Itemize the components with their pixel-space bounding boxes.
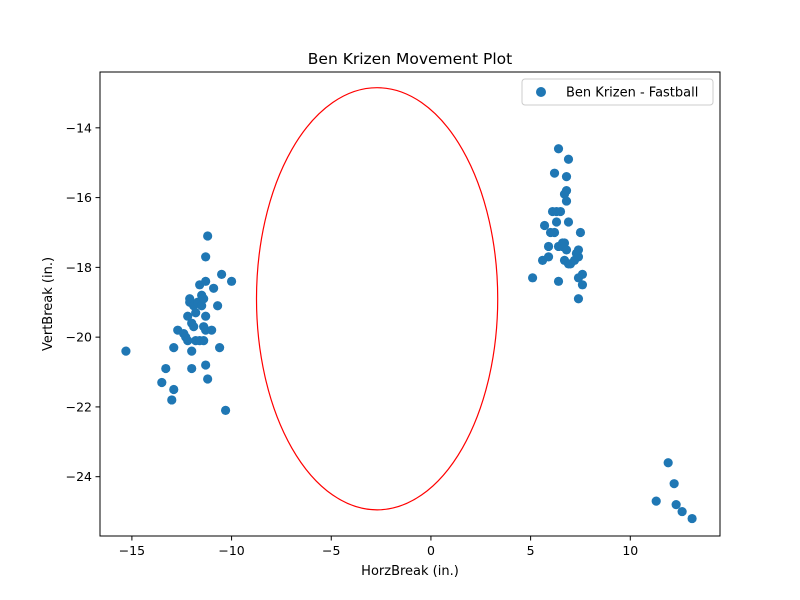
data-point — [577, 269, 588, 279]
data-point — [201, 276, 211, 286]
data-point — [189, 322, 199, 332]
y-axis: −24 −22 −20 −18 −16 −14 — [66, 120, 100, 484]
data-point — [671, 500, 681, 510]
ellipse — [255, 87, 499, 511]
data-point — [577, 280, 588, 290]
data-point — [226, 276, 237, 286]
data-point — [199, 336, 209, 346]
legend-box — [521, 78, 714, 106]
data-point — [651, 496, 661, 506]
data-point — [549, 227, 560, 238]
data-point — [561, 245, 572, 255]
data-point — [169, 384, 179, 395]
data-point — [561, 196, 572, 206]
x-tick-label: −15 — [119, 543, 145, 558]
plot-frame — [99, 71, 721, 537]
data-point — [187, 363, 197, 374]
legend-marker — [536, 87, 546, 97]
x-tick-label: −5 — [322, 543, 340, 558]
y-axis-label: VertBreak (in.) — [41, 257, 56, 351]
data-point — [187, 346, 197, 356]
y-tick-label: −24 — [66, 469, 92, 484]
data-point — [528, 273, 538, 283]
x-tick-label: 10 — [622, 543, 638, 558]
data-point — [201, 360, 211, 370]
chart-title: Ben Krizen Movement Plot — [308, 50, 512, 68]
plot-area — [99, 71, 721, 537]
data-point — [549, 168, 560, 178]
legend: Ben Krizen - Fastball — [521, 78, 714, 106]
data-point — [157, 377, 167, 388]
data-point — [551, 217, 562, 227]
data-point — [203, 231, 213, 241]
data-point — [207, 325, 217, 335]
data-point — [539, 220, 550, 231]
x-axis-label: HorzBreak (in.) — [361, 564, 459, 579]
data-point — [543, 252, 554, 262]
y-tick-label: −14 — [66, 120, 92, 135]
data-point — [215, 343, 225, 353]
data-point — [185, 294, 195, 304]
data-point — [669, 479, 679, 489]
y-tick-label: −22 — [66, 399, 92, 414]
x-tick-label: 0 — [427, 543, 435, 558]
data-point — [199, 294, 209, 304]
legend-label: Ben Krizen - Fastball — [566, 86, 698, 101]
data-point — [167, 395, 177, 405]
data-point — [561, 172, 572, 182]
y-tick-label: −16 — [66, 190, 92, 205]
data-point — [573, 245, 584, 255]
data-point — [663, 458, 673, 468]
data-point — [121, 346, 131, 356]
data-point — [169, 343, 179, 353]
data-point — [677, 506, 687, 517]
data-point — [161, 363, 171, 374]
y-tick-label: −20 — [66, 330, 92, 345]
data-point — [183, 311, 193, 321]
data-point — [563, 154, 574, 164]
data-point — [209, 283, 219, 293]
data-point — [201, 311, 211, 321]
ellipse-layer — [255, 87, 499, 511]
data-point — [575, 227, 586, 238]
data-point — [197, 301, 207, 311]
data-point — [573, 252, 584, 262]
x-tick-label: −10 — [218, 543, 244, 558]
y-tick-label: −18 — [66, 260, 92, 275]
data-point — [559, 238, 570, 248]
data-point — [217, 269, 227, 279]
data-point — [213, 301, 223, 311]
data-point — [553, 144, 564, 154]
data-point — [563, 217, 574, 227]
data-point — [201, 252, 211, 262]
x-axis: −15 −10 −5 0 5 10 — [119, 536, 638, 558]
data-points — [121, 144, 697, 524]
data-point — [555, 206, 566, 217]
data-point — [183, 336, 193, 346]
data-point — [203, 374, 213, 384]
data-point — [687, 513, 697, 524]
data-point — [553, 276, 564, 286]
data-point — [191, 308, 201, 318]
x-tick-label: 5 — [527, 543, 535, 558]
data-point — [543, 241, 554, 252]
data-point — [220, 405, 231, 416]
data-point — [573, 294, 584, 304]
data-point — [561, 186, 572, 196]
